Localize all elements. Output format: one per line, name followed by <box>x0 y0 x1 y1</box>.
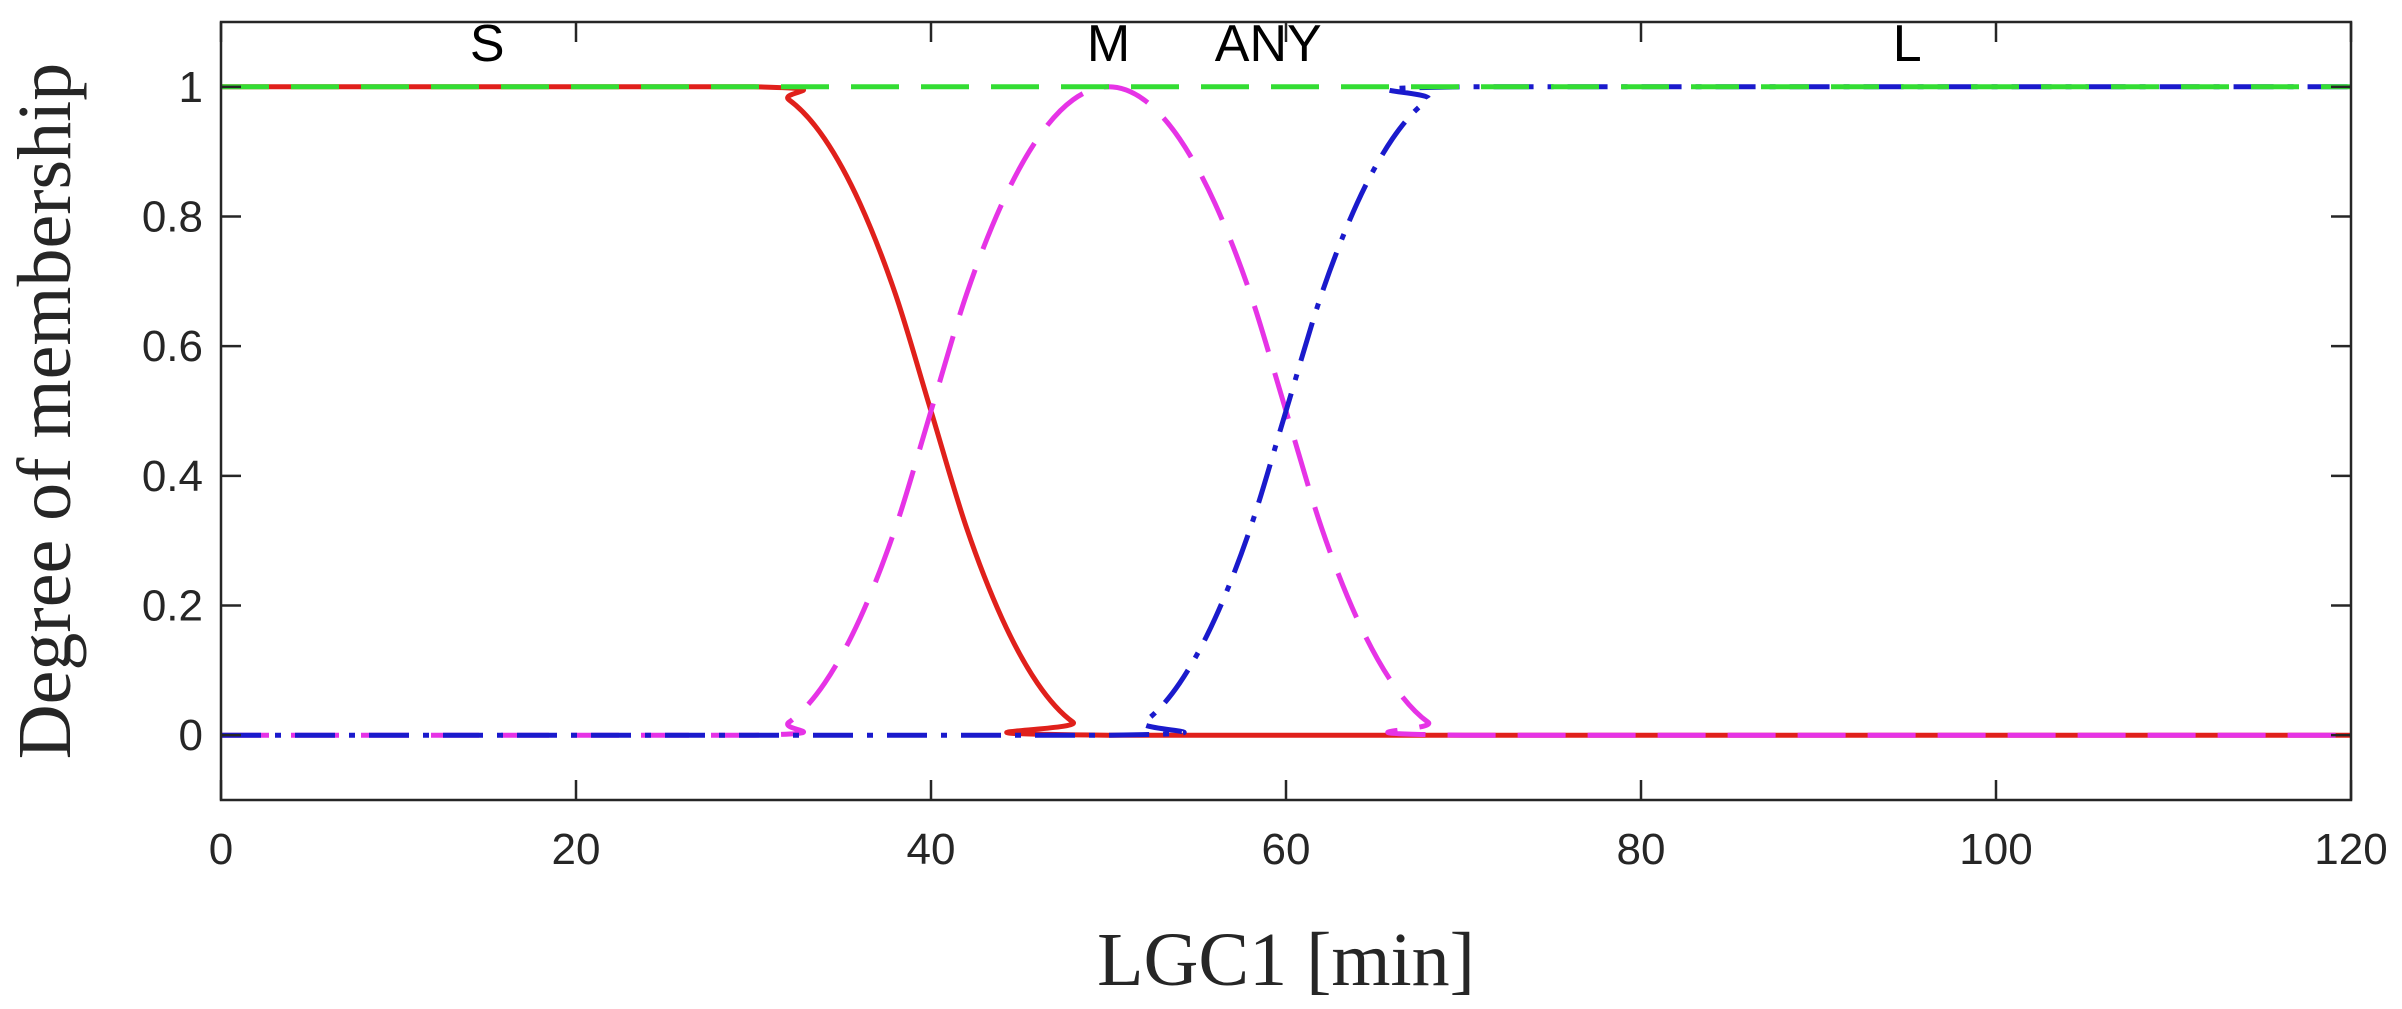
series-line-s <box>221 84 2351 738</box>
y-tick-label: 0 <box>179 711 203 760</box>
x-tick-label: 40 <box>907 825 956 874</box>
series-lines <box>221 84 2351 738</box>
series-annotations: S M ANY L <box>470 15 1922 73</box>
y-axis-label: Degree of membership <box>3 63 87 759</box>
annotation-m: M <box>1087 15 1130 73</box>
annotation-l: L <box>1893 15 1922 73</box>
x-tick-label: 80 <box>1617 825 1666 874</box>
series-line-m <box>221 84 2351 738</box>
y-tick-label: 0.4 <box>142 452 203 501</box>
x-tick-label: 20 <box>552 825 601 874</box>
y-tick-label: 0.8 <box>142 193 203 242</box>
x-tick-label: 120 <box>2314 825 2387 874</box>
x-tick-label: 60 <box>1262 825 1311 874</box>
series-line-l <box>221 84 2351 738</box>
annotation-any: ANY <box>1215 15 1322 73</box>
axes: 0 20 40 60 80 100 120 0 0.2 0.4 0.6 0.8 1 <box>142 20 2388 874</box>
y-tick-label: 0.2 <box>142 582 203 631</box>
x-tick-label: 0 <box>209 825 233 874</box>
y-tick-label: 0.6 <box>142 322 203 371</box>
annotation-s: S <box>470 15 505 73</box>
y-tick-label: 1 <box>179 63 203 112</box>
x-tick-label: 100 <box>1959 825 2032 874</box>
x-axis-label: LGC1 [min] <box>1097 918 1475 1002</box>
